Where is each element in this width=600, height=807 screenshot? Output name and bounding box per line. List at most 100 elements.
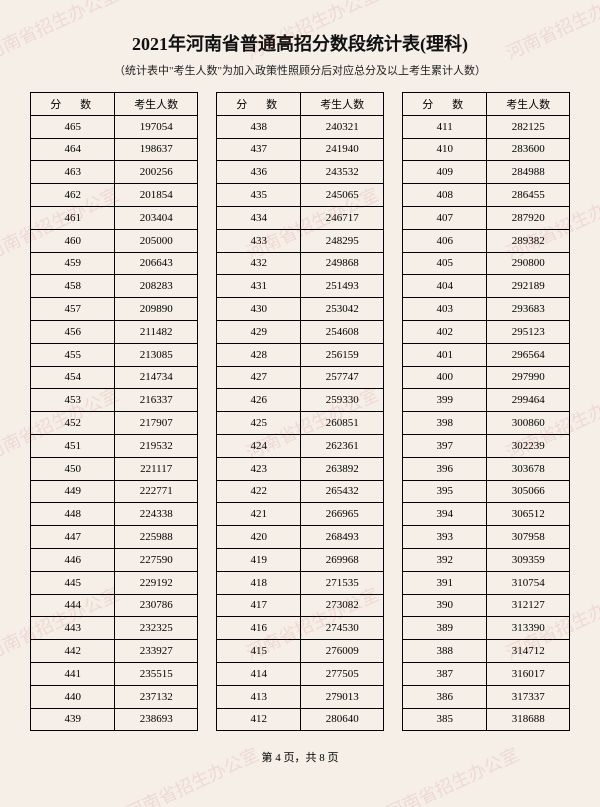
cell-count: 227590: [115, 548, 198, 571]
table-row: 385318688: [403, 708, 570, 731]
cell-score: 431: [217, 275, 301, 298]
cell-count: 256159: [301, 343, 384, 366]
cell-count: 299464: [487, 389, 570, 412]
cell-count: 211482: [115, 320, 198, 343]
cell-score: 406: [403, 229, 487, 252]
table-row: 464198637: [31, 138, 198, 161]
cell-score: 449: [31, 480, 115, 503]
cell-score: 435: [217, 184, 301, 207]
table-row: 389313390: [403, 617, 570, 640]
cell-count: 249868: [301, 252, 384, 275]
cell-score: 386: [403, 685, 487, 708]
cell-score: 440: [31, 685, 115, 708]
cell-count: 217907: [115, 412, 198, 435]
cell-count: 290800: [487, 252, 570, 275]
cell-count: 225988: [115, 526, 198, 549]
table-row: 421266965: [217, 503, 384, 526]
cell-count: 276009: [301, 640, 384, 663]
cell-score: 465: [31, 115, 115, 138]
table-row: 432249868: [217, 252, 384, 275]
cell-count: 224338: [115, 503, 198, 526]
col-header-score: 分 数: [217, 93, 301, 116]
cell-score: 442: [31, 640, 115, 663]
cell-count: 230786: [115, 594, 198, 617]
table-row: 394306512: [403, 503, 570, 526]
table-row: 463200256: [31, 161, 198, 184]
cell-score: 434: [217, 206, 301, 229]
table-row: 461203404: [31, 206, 198, 229]
table-row: 387316017: [403, 662, 570, 685]
cell-score: 414: [217, 662, 301, 685]
cell-count: 237132: [115, 685, 198, 708]
table-row: 391310754: [403, 571, 570, 594]
col-header-count: 考生人数: [115, 93, 198, 116]
table-row: 456211482: [31, 320, 198, 343]
cell-count: 219532: [115, 434, 198, 457]
table-row: 465197054: [31, 115, 198, 138]
score-table-3: 分 数考生人数411282125410283600409284988408286…: [402, 92, 570, 731]
cell-score: 391: [403, 571, 487, 594]
cell-count: 268493: [301, 526, 384, 549]
table-row: 451219532: [31, 434, 198, 457]
table-row: 396303678: [403, 457, 570, 480]
cell-score: 444: [31, 594, 115, 617]
cell-score: 397: [403, 434, 487, 457]
table-row: 420268493: [217, 526, 384, 549]
cell-score: 407: [403, 206, 487, 229]
cell-count: 279013: [301, 685, 384, 708]
table-row: 411282125: [403, 115, 570, 138]
cell-count: 266965: [301, 503, 384, 526]
cell-count: 274530: [301, 617, 384, 640]
cell-count: 303678: [487, 457, 570, 480]
cell-score: 433: [217, 229, 301, 252]
cell-score: 436: [217, 161, 301, 184]
score-table-1: 分 数考生人数465197054464198637463200256462201…: [30, 92, 198, 731]
table-row: 447225988: [31, 526, 198, 549]
cell-score: 419: [217, 548, 301, 571]
table-row: 454214734: [31, 366, 198, 389]
cell-count: 286455: [487, 184, 570, 207]
cell-count: 287920: [487, 206, 570, 229]
cell-score: 425: [217, 412, 301, 435]
table-row: 417273082: [217, 594, 384, 617]
page-title: 2021年河南省普通高招分数段统计表(理科): [30, 30, 570, 56]
cell-count: 289382: [487, 229, 570, 252]
table-row: 440237132: [31, 685, 198, 708]
cell-count: 262361: [301, 434, 384, 457]
cell-count: 205000: [115, 229, 198, 252]
col-header-score: 分 数: [403, 93, 487, 116]
table-row: 435245065: [217, 184, 384, 207]
table-header-row: 分 数考生人数: [217, 93, 384, 116]
table-row: 430253042: [217, 298, 384, 321]
table-row: 457209890: [31, 298, 198, 321]
cell-score: 389: [403, 617, 487, 640]
cell-count: 251493: [301, 275, 384, 298]
table-row: 386317337: [403, 685, 570, 708]
cell-count: 318688: [487, 708, 570, 731]
cell-count: 314712: [487, 640, 570, 663]
table-row: 418271535: [217, 571, 384, 594]
table-row: 412280640: [217, 708, 384, 731]
table-row: 434246717: [217, 206, 384, 229]
table-row: 449222771: [31, 480, 198, 503]
table-row: 460205000: [31, 229, 198, 252]
cell-count: 265432: [301, 480, 384, 503]
table-row: 459206643: [31, 252, 198, 275]
table-row: 453216337: [31, 389, 198, 412]
cell-count: 232325: [115, 617, 198, 640]
cell-count: 302239: [487, 434, 570, 457]
cell-count: 293683: [487, 298, 570, 321]
cell-count: 283600: [487, 138, 570, 161]
table-row: 403293683: [403, 298, 570, 321]
table-row: 443232325: [31, 617, 198, 640]
table-row: 438240321: [217, 115, 384, 138]
table-row: 413279013: [217, 685, 384, 708]
cell-count: 213085: [115, 343, 198, 366]
table-row: 427257747: [217, 366, 384, 389]
cell-score: 422: [217, 480, 301, 503]
cell-score: 452: [31, 412, 115, 435]
page-footer: 第 4 页，共 8 页: [30, 749, 570, 765]
cell-score: 387: [403, 662, 487, 685]
col-header-count: 考生人数: [487, 93, 570, 116]
cell-score: 420: [217, 526, 301, 549]
